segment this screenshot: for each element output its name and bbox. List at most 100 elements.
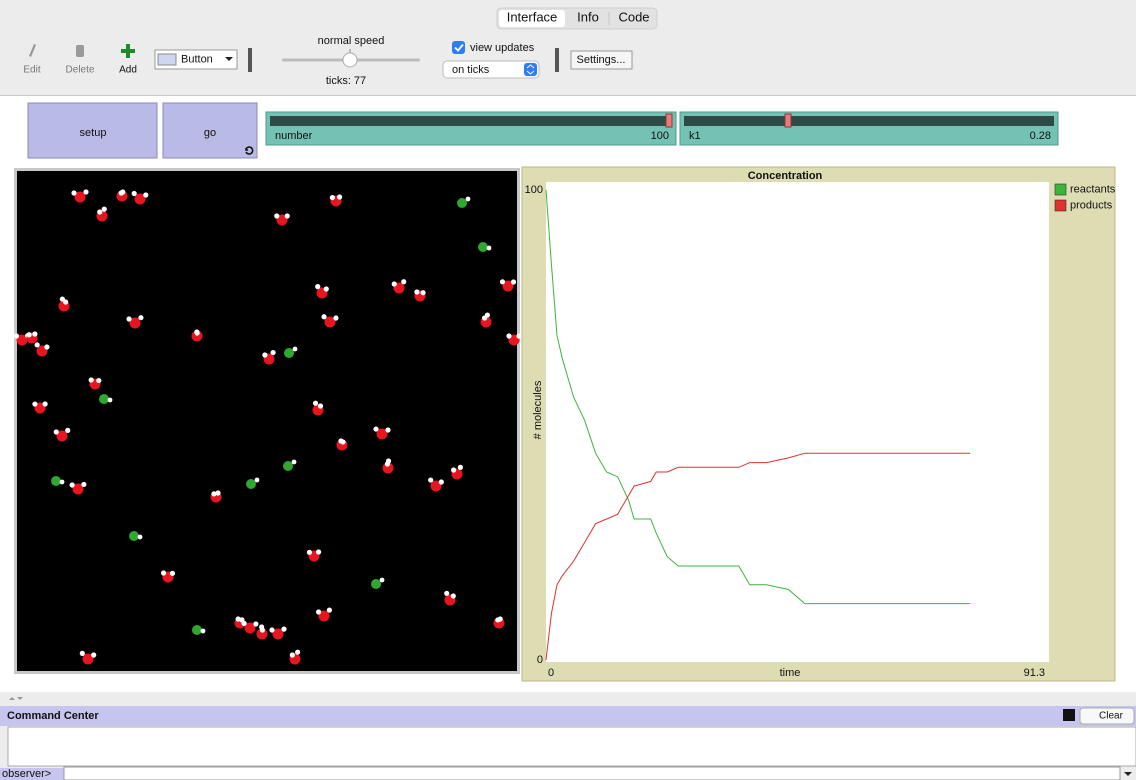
- expand-icon[interactable]: [1063, 709, 1075, 721]
- legend-label: products: [1070, 199, 1113, 211]
- slider-name: k1: [689, 130, 701, 142]
- page: { "tabs": ["Interface", "Info", "Code"],…: [0, 0, 1136, 780]
- atom: [253, 621, 258, 626]
- x-tick-label: 0: [548, 667, 554, 679]
- atom: [260, 627, 265, 632]
- legend-swatch: [1055, 184, 1066, 195]
- atom: [337, 194, 342, 199]
- molecule: [478, 242, 488, 252]
- atom: [500, 279, 505, 284]
- atom: [318, 403, 323, 408]
- speed-knob[interactable]: [343, 53, 357, 67]
- atom: [385, 461, 390, 466]
- command-output: [8, 727, 1136, 766]
- atom: [271, 350, 276, 355]
- atom: [295, 650, 300, 655]
- atom: [385, 427, 390, 432]
- slider-handle[interactable]: [666, 114, 672, 127]
- atom: [255, 478, 260, 483]
- go-button[interactable]: go: [204, 127, 216, 139]
- atom: [487, 246, 492, 251]
- atom: [451, 467, 456, 472]
- button-icon: [158, 54, 176, 65]
- netlogo-window: Interface Info Code Edit Delete Add Butt…: [0, 0, 1136, 780]
- atom: [380, 578, 385, 583]
- atom: [313, 401, 318, 406]
- atom: [161, 570, 166, 575]
- clear-button[interactable]: Clear: [1099, 711, 1124, 722]
- slider-value: 0.28: [1030, 130, 1051, 142]
- molecule: [371, 579, 381, 589]
- widget-type: Button: [181, 53, 213, 65]
- atom: [215, 490, 220, 495]
- atom: [80, 651, 85, 656]
- atom: [327, 608, 332, 613]
- atom: [32, 401, 37, 406]
- atom: [466, 197, 471, 202]
- atom: [132, 191, 137, 196]
- atom: [516, 334, 521, 339]
- atom: [293, 347, 298, 352]
- atom: [439, 479, 444, 484]
- plot-area: [546, 182, 1049, 662]
- slider-track: [684, 116, 1054, 126]
- slider-track: [270, 116, 672, 126]
- x-tick-label: 91.3: [1024, 667, 1045, 679]
- slider-handle[interactable]: [785, 114, 791, 127]
- atom: [201, 629, 206, 634]
- setup-button[interactable]: setup: [80, 127, 107, 139]
- atom: [321, 314, 326, 319]
- atom: [120, 189, 125, 194]
- atom: [32, 331, 37, 336]
- edit-button[interactable]: Edit: [23, 65, 40, 76]
- view-updates-label: view updates: [470, 42, 535, 54]
- atom: [511, 279, 516, 284]
- atom: [401, 279, 406, 284]
- legend-label: reactants: [1070, 183, 1116, 195]
- tab[interactable]: Info: [577, 9, 599, 24]
- world-view: [17, 171, 517, 671]
- y-tick-label: 100: [525, 184, 543, 196]
- speed-label: normal speed: [318, 35, 385, 47]
- atom: [498, 616, 503, 621]
- atom: [482, 315, 487, 320]
- atom: [138, 315, 143, 320]
- observer-prompt[interactable]: observer>: [2, 768, 51, 780]
- atom: [420, 290, 425, 295]
- command-center-title: Command Center: [7, 710, 99, 722]
- add-button[interactable]: Add: [119, 65, 137, 76]
- atom: [71, 190, 76, 195]
- delete-icon: [76, 45, 84, 57]
- molecule: [51, 476, 61, 486]
- molecule: [129, 531, 139, 541]
- toolbar-separator: [248, 48, 252, 72]
- legend-swatch: [1055, 200, 1066, 211]
- atom: [102, 207, 107, 212]
- atom: [274, 213, 279, 218]
- command-input[interactable]: [64, 767, 1120, 780]
- molecule: [283, 461, 293, 471]
- delete-button[interactable]: Delete: [66, 65, 95, 76]
- atom: [269, 627, 274, 632]
- atom: [42, 401, 47, 406]
- atom: [63, 299, 68, 304]
- tab[interactable]: Interface: [507, 9, 558, 24]
- atom: [89, 377, 94, 382]
- atom: [170, 571, 175, 576]
- atom: [292, 460, 297, 465]
- molecule: [246, 479, 256, 489]
- atom: [14, 333, 19, 338]
- molecule: [192, 625, 202, 635]
- atom: [285, 213, 290, 218]
- slider-value: 100: [651, 130, 669, 142]
- atom: [392, 281, 397, 286]
- atom: [324, 286, 329, 291]
- view-updates-checkbox[interactable]: [452, 41, 465, 54]
- x-axis-label: time: [780, 667, 801, 679]
- atom: [330, 195, 335, 200]
- tab[interactable]: Code: [618, 9, 649, 24]
- atom: [65, 428, 70, 433]
- atom: [316, 549, 321, 554]
- atom: [108, 398, 113, 403]
- settings-button[interactable]: Settings...: [577, 54, 626, 66]
